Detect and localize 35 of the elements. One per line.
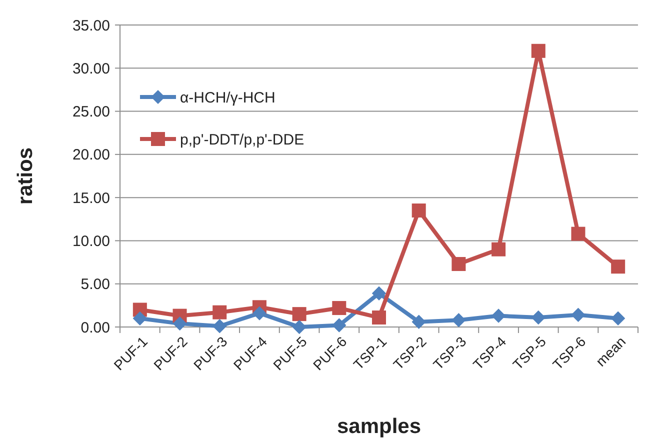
- point: [292, 320, 306, 334]
- point: [571, 226, 586, 241]
- point: [412, 204, 426, 218]
- point: [412, 314, 426, 329]
- point: [571, 308, 586, 322]
- legend-label: α-HCH/γ-HCH: [180, 89, 276, 106]
- point: [452, 257, 466, 272]
- point: [492, 242, 506, 256]
- point: [332, 301, 346, 316]
- point: [452, 313, 466, 328]
- point: [292, 307, 306, 322]
- point: [531, 310, 546, 325]
- point: [611, 260, 626, 274]
- point: [252, 306, 266, 320]
- y-axis-title: ratios: [14, 147, 37, 205]
- point: [611, 311, 626, 326]
- point: [531, 44, 546, 58]
- y-tick-label: 10.00: [72, 232, 110, 250]
- y-tick-label: 5.00: [80, 276, 110, 294]
- y-tick-label: 15.00: [72, 190, 110, 207]
- y-tick-label: 20.00: [72, 146, 110, 164]
- point: [372, 286, 386, 300]
- point: [372, 310, 386, 325]
- point: [132, 311, 147, 326]
- legend-label: p,p'-DDT/p,p'-DDE: [180, 131, 304, 148]
- point: [212, 305, 227, 320]
- y-tick-label: 0.00: [80, 319, 110, 336]
- point: [172, 316, 187, 331]
- point: [332, 318, 346, 332]
- point: [492, 308, 506, 323]
- y-tick-label: 35.00: [72, 17, 110, 34]
- x-axis-title: samples: [336, 415, 422, 438]
- y-tick-label: 25.00: [72, 104, 110, 121]
- y-tick-label: 30.00: [72, 60, 110, 78]
- point: [212, 319, 227, 334]
